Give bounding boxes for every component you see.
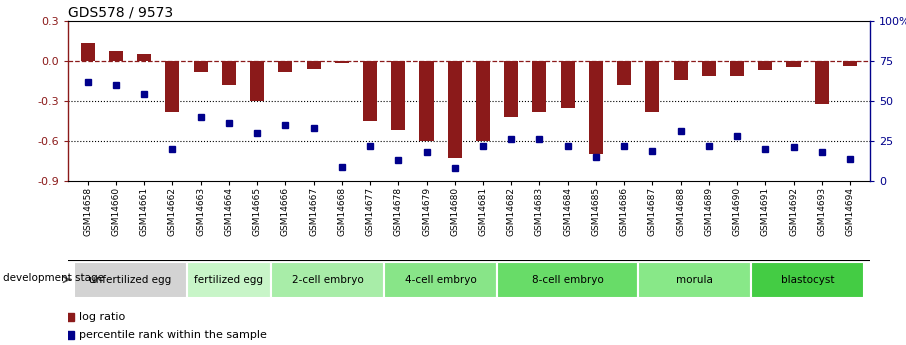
Bar xyxy=(187,263,271,298)
Text: blastocyst: blastocyst xyxy=(781,275,834,285)
Bar xyxy=(673,61,688,80)
Bar xyxy=(306,61,321,69)
Bar xyxy=(137,54,151,61)
Text: 4-cell embryo: 4-cell embryo xyxy=(405,275,477,285)
Text: percentile rank within the sample: percentile rank within the sample xyxy=(80,330,267,339)
Bar xyxy=(250,61,265,101)
Bar xyxy=(81,43,95,61)
Bar xyxy=(730,61,744,76)
Text: unfertilized egg: unfertilized egg xyxy=(89,275,171,285)
Bar xyxy=(645,61,660,112)
Bar xyxy=(751,263,864,298)
Bar xyxy=(109,51,123,61)
Bar xyxy=(448,61,462,158)
Text: 2-cell embryo: 2-cell embryo xyxy=(292,275,363,285)
Bar xyxy=(73,263,187,298)
Bar xyxy=(334,61,349,63)
Bar xyxy=(561,61,574,108)
Bar xyxy=(497,263,638,298)
Bar xyxy=(476,61,490,141)
Bar xyxy=(271,263,384,298)
Bar xyxy=(702,61,716,76)
Text: development stage: development stage xyxy=(3,273,103,283)
Bar xyxy=(843,61,857,66)
Bar xyxy=(638,263,751,298)
Bar xyxy=(278,61,293,71)
Text: log ratio: log ratio xyxy=(80,312,126,322)
Bar xyxy=(363,61,377,121)
Bar xyxy=(194,61,207,71)
Bar xyxy=(419,61,434,141)
Bar xyxy=(617,61,631,85)
Text: fertilized egg: fertilized egg xyxy=(195,275,264,285)
Bar xyxy=(786,61,801,68)
Bar xyxy=(504,61,518,117)
Text: morula: morula xyxy=(676,275,713,285)
Bar xyxy=(758,61,772,70)
Bar xyxy=(222,61,236,85)
Bar xyxy=(589,61,603,155)
Bar xyxy=(814,61,829,104)
Text: GDS578 / 9573: GDS578 / 9573 xyxy=(68,6,173,20)
Bar xyxy=(384,263,497,298)
Bar xyxy=(533,61,546,112)
Bar xyxy=(166,61,179,112)
Text: 8-cell embryo: 8-cell embryo xyxy=(532,275,603,285)
Bar xyxy=(391,61,405,130)
